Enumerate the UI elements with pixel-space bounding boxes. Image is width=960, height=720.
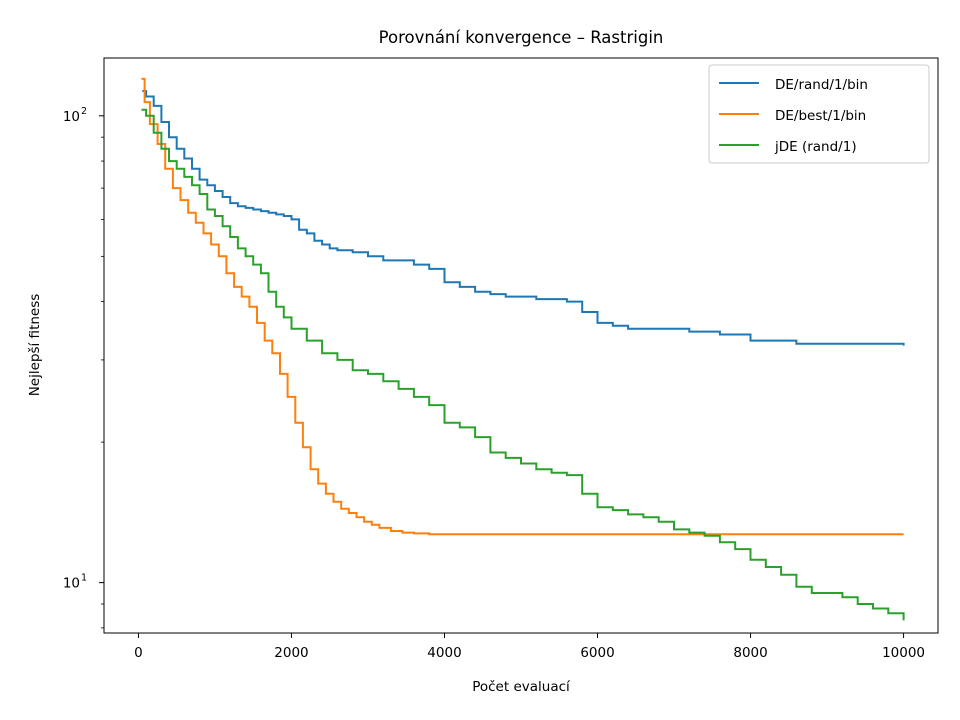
chart-title: Porovnání konvergence – Rastrigin	[379, 28, 664, 47]
x-tick-label: 4000	[427, 645, 461, 661]
plot-frame	[103, 57, 939, 634]
legend-label-jde: jDE (rand/1)	[774, 139, 857, 155]
legend-label-de-rand: DE/rand/1/bin	[775, 77, 868, 93]
x-tick-label: 2000	[274, 645, 308, 661]
legend: DE/rand/1/bin DE/best/1/bin jDE (rand/1)	[708, 64, 930, 164]
legend-box	[708, 64, 930, 164]
series-group	[141, 77, 905, 621]
x-tick-label: 8000	[733, 645, 767, 661]
y-axis-label: Nejlepší fitness	[27, 294, 43, 397]
x-axis-ticks: 0 2000 4000 6000 8000 10000	[134, 633, 925, 661]
x-tick-label: 0	[134, 645, 143, 661]
x-tick-label: 6000	[580, 645, 614, 661]
y-tick-label: 10	[63, 576, 80, 592]
series-line-1	[141, 77, 904, 536]
y-tick-exponent: 2	[81, 106, 87, 117]
y-tick-label: 10	[63, 109, 80, 125]
series-line-2	[141, 108, 905, 621]
y-tick-exponent: 1	[81, 573, 87, 584]
series-line-0	[142, 90, 905, 346]
x-axis-label: Počet evaluací	[472, 679, 571, 695]
plot-area	[103, 57, 939, 634]
legend-label-de-best: DE/best/1/bin	[775, 108, 866, 124]
x-tick-label: 10000	[882, 645, 925, 661]
